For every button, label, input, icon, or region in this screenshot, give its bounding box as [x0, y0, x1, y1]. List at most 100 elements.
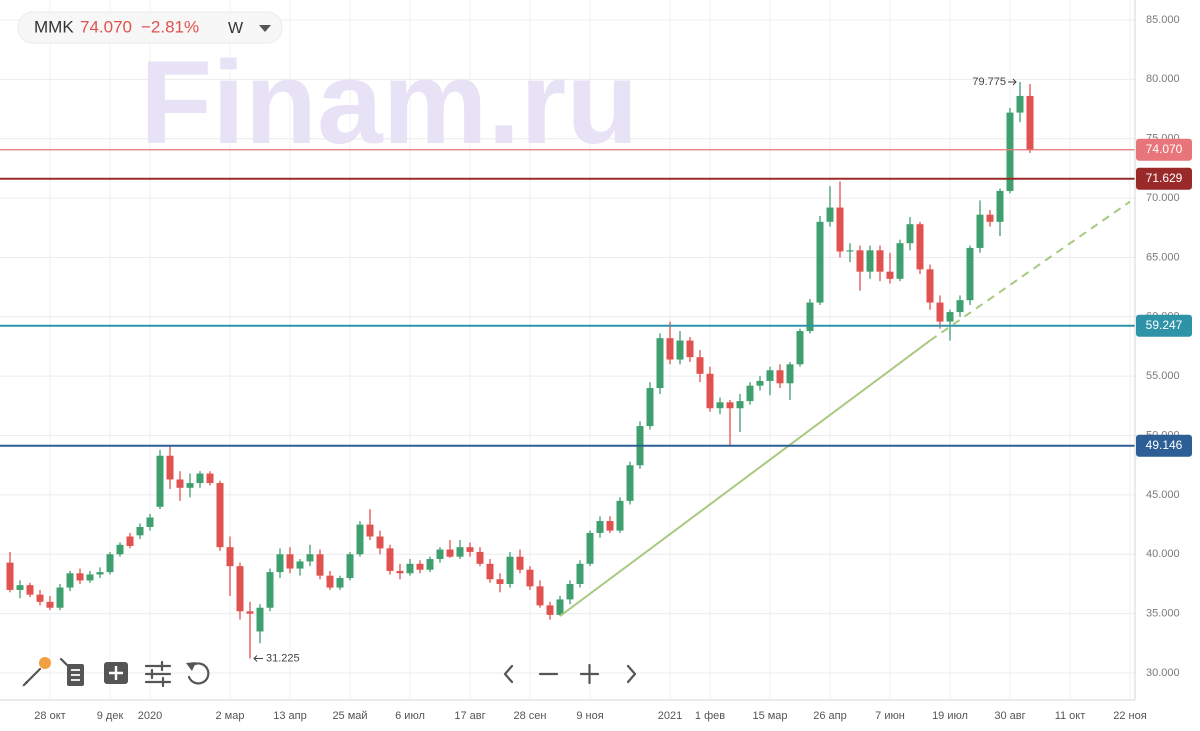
- candle-body: [326, 575, 334, 588]
- price-level-label: 71.629: [1146, 171, 1183, 185]
- y-tick-label: 70.000: [1146, 192, 1180, 204]
- undo-arrow[interactable]: [186, 662, 196, 671]
- symbol[interactable]: MMK: [34, 17, 74, 36]
- candle-body: [546, 605, 554, 615]
- x-tick-label: 28 окт: [34, 710, 65, 722]
- candle-body: [76, 573, 84, 581]
- axes: 30.00035.00040.00045.00050.00055.00060.0…: [34, 14, 1192, 722]
- candle-body: [536, 586, 544, 606]
- candle-body: [566, 583, 574, 600]
- candle-body: [106, 554, 114, 573]
- candle-body: [486, 563, 494, 580]
- watermark: Finam.ru: [140, 37, 638, 169]
- x-tick-label: 26 апр: [813, 710, 846, 722]
- object-list[interactable]: [59, 657, 84, 686]
- candle-body: [496, 579, 504, 584]
- candle-body: [246, 611, 254, 614]
- candle-body: [856, 250, 864, 272]
- settings[interactable]: [144, 660, 172, 688]
- candle-body: [986, 214, 994, 222]
- candle-body: [1026, 95, 1034, 150]
- x-tick-label: 15 мар: [752, 710, 787, 722]
- candle-body: [696, 357, 704, 374]
- x-tick-label: 13 апр: [273, 710, 306, 722]
- candle-body: [926, 269, 934, 303]
- plot-area: 79.775 31.225: [0, 76, 1135, 664]
- list-corner[interactable]: [59, 657, 69, 667]
- candle-body: [206, 473, 214, 484]
- header-pill[interactable]: [17, 11, 283, 44]
- candle-body: [656, 338, 664, 389]
- pencil-tip[interactable]: [22, 681, 28, 687]
- y-tick-label: 35.000: [1146, 608, 1180, 620]
- scroll-left[interactable]: [503, 664, 514, 684]
- draw-tool[interactable]: [22, 657, 51, 687]
- candle-body: [606, 521, 614, 531]
- interval-dropdown[interactable]: [259, 25, 271, 32]
- sliders-icon[interactable]: [144, 664, 172, 684]
- add-indicator[interactable]: [104, 662, 128, 684]
- candle-body: [126, 536, 134, 546]
- y-tick-label: 85.000: [1146, 14, 1180, 26]
- interval[interactable]: W: [228, 20, 244, 37]
- candle-body: [716, 402, 724, 409]
- candle-body: [476, 551, 484, 564]
- candle-body: [456, 547, 464, 557]
- annotation-arrow: [253, 655, 263, 662]
- candle-body: [916, 224, 924, 270]
- zoom-in[interactable]: [579, 663, 600, 685]
- price-level-label: 74.070: [1146, 142, 1183, 156]
- candle-body: [196, 473, 204, 484]
- candle-body: [936, 302, 944, 322]
- candle-body: [846, 250, 854, 252]
- candle-body: [36, 594, 44, 602]
- candle-body: [116, 544, 124, 555]
- candle-body: [236, 566, 244, 612]
- candle-body: [526, 569, 534, 587]
- x-tick-label: 9 дек: [97, 710, 124, 722]
- x-tick-label: 7 июн: [875, 710, 905, 722]
- x-tick-label: 22 ноя: [1113, 710, 1146, 722]
- candle-body: [976, 214, 984, 248]
- candle-body: [16, 585, 24, 590]
- candle-body: [576, 563, 584, 584]
- x-tick-label: 6 июл: [395, 710, 425, 722]
- candle-body: [186, 483, 194, 488]
- candle-body: [906, 224, 914, 244]
- candle-body: [586, 532, 594, 564]
- x-tick-label: 30 авг: [994, 710, 1025, 722]
- sliders-knobs[interactable]: [150, 660, 165, 688]
- candle-body: [56, 587, 64, 608]
- candle-body: [556, 599, 564, 615]
- candle-body: [646, 388, 654, 427]
- candle-body: [46, 601, 54, 608]
- candle-body: [1016, 95, 1024, 113]
- undo-icon[interactable]: [187, 662, 210, 685]
- y-tick-label: 55.000: [1146, 370, 1180, 382]
- candle-body: [286, 554, 294, 569]
- grid: [0, 0, 1135, 700]
- candle-body: [876, 250, 884, 272]
- y-tick-label: 30.000: [1146, 667, 1180, 679]
- candle-body: [506, 556, 514, 584]
- annotation-label: 31.225: [266, 652, 300, 664]
- candle-body: [666, 338, 674, 360]
- candle-body: [416, 563, 424, 570]
- scroll-right[interactable]: [626, 664, 637, 684]
- candle-body: [366, 524, 374, 537]
- reset[interactable]: [186, 662, 210, 685]
- candle-body: [816, 221, 824, 303]
- candle-body: [746, 385, 754, 402]
- navigation: [503, 663, 637, 685]
- candle-body: [706, 373, 714, 409]
- candle-body: [886, 271, 894, 279]
- x-tick-label: 2 мар: [216, 710, 245, 722]
- x-tick-label: 9 ноя: [576, 710, 603, 722]
- candle-body: [896, 243, 904, 279]
- y-tick-label: 65.000: [1146, 251, 1180, 263]
- x-tick-label: 19 июл: [932, 710, 968, 722]
- symbol-header[interactable]: MMK 74.070 −2.81% W: [17, 11, 283, 44]
